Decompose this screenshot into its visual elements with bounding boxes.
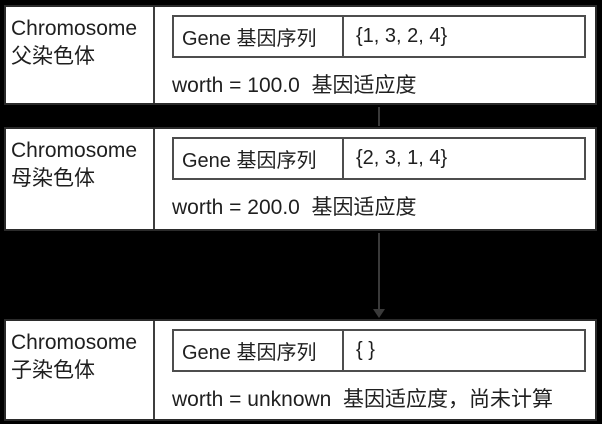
father-chromosome-box: Chromosome 父染色体 Gene 基因序列 {1, 3, 2, 4} w…: [4, 5, 597, 105]
father-content-cell: Gene 基因序列 {1, 3, 2, 4} worth = 100.0 基因适…: [155, 7, 595, 103]
mother-chromosome-box: Chromosome 母染色体 Gene 基因序列 {2, 3, 1, 4} w…: [4, 127, 597, 231]
child-title-zh: 子染色体: [11, 359, 95, 382]
mother-gene-label: Gene 基因序列: [174, 139, 344, 178]
mother-gene-box: Gene 基因序列 {2, 3, 1, 4}: [172, 137, 586, 180]
father-gene-box: Gene 基因序列 {1, 3, 2, 4}: [172, 15, 586, 58]
mother-label-cell: Chromosome 母染色体: [6, 129, 155, 229]
mother-worth-text: worth = 200.0 基因适应度: [172, 196, 417, 219]
child-content-cell: Gene 基因序列 { } worth = unknown 基因适应度，尚未计算: [155, 321, 595, 419]
mother-content-cell: Gene 基因序列 {2, 3, 1, 4} worth = 200.0 基因适…: [155, 129, 595, 229]
crossover-arrow-line-bottom: [378, 233, 380, 309]
child-label-cell: Chromosome 子染色体: [6, 321, 155, 419]
child-chromosome-box: Chromosome 子染色体 Gene 基因序列 { } worth = un…: [4, 319, 597, 421]
father-gene-label: Gene 基因序列: [174, 17, 344, 56]
child-title-en: Chromosome: [11, 331, 138, 354]
child-gene-box: Gene 基因序列 { }: [172, 329, 586, 372]
child-gene-label: Gene 基因序列: [174, 331, 344, 370]
father-worth-text: worth = 100.0 基因适应度: [172, 74, 417, 97]
mother-title-zh: 母染色体: [11, 167, 95, 190]
mother-title-en: Chromosome: [11, 139, 138, 162]
father-gene-value: {1, 3, 2, 4}: [356, 25, 448, 47]
father-title-zh: 父染色体: [11, 45, 95, 68]
father-title-en: Chromosome: [11, 17, 138, 40]
child-gene-value: { }: [356, 339, 375, 361]
mother-gene-value: {2, 3, 1, 4}: [356, 147, 448, 169]
crossover-arrow-line-top: [378, 107, 380, 126]
father-label-cell: Chromosome 父染色体: [6, 7, 155, 103]
child-worth-text: worth = unknown 基因适应度，尚未计算: [172, 388, 554, 411]
arrow-down-icon: [373, 309, 385, 318]
